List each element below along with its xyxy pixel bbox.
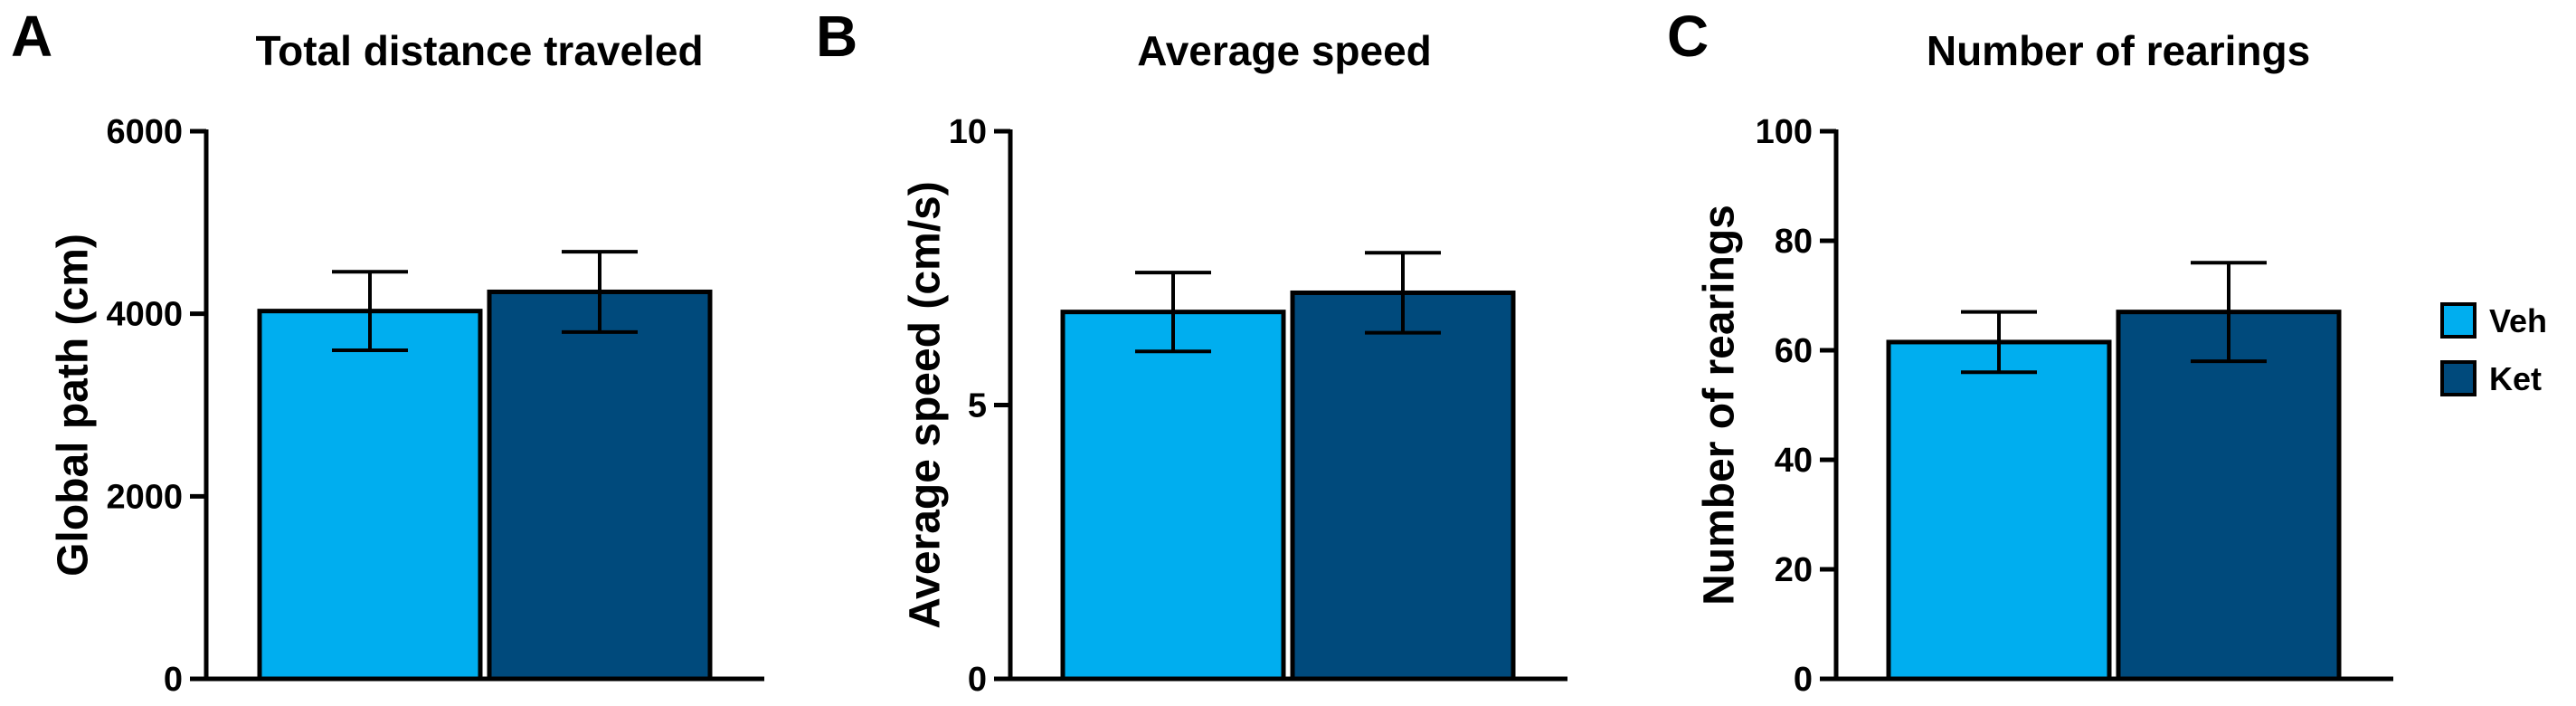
legend: Veh Ket bbox=[2440, 302, 2547, 397]
legend-swatch-ket bbox=[2440, 360, 2477, 396]
y-tick-label: 10 bbox=[949, 113, 987, 151]
chart-panel-a: A Total distance traveled Global path (cm)… bbox=[11, 4, 764, 699]
y-axis-label: Number of rearings bbox=[1696, 205, 1744, 606]
y-tick-label: 0 bbox=[164, 661, 183, 699]
y-axis-label: Global path (cm) bbox=[50, 234, 98, 577]
legend-swatch-veh bbox=[2440, 302, 2477, 339]
chart-panel-b: B Average speed Average speed (cm/s) 0 5 10 bbox=[816, 4, 1567, 699]
bar-ket bbox=[1290, 290, 1516, 682]
chart-title: Total distance traveled bbox=[255, 27, 703, 74]
panel-letter: B bbox=[816, 4, 857, 69]
y-tick-label: 6000 bbox=[106, 113, 183, 151]
y-tick-label: 0 bbox=[968, 661, 987, 699]
y-tick-label: 0 bbox=[1794, 661, 1813, 699]
bar-veh bbox=[1060, 310, 1286, 682]
chart-title: Average speed bbox=[1137, 27, 1432, 74]
panels: A Total distance traveled Global path (cm)… bbox=[11, 4, 2393, 699]
bar-veh bbox=[1886, 339, 2112, 682]
y-axis-label: Average speed (cm/s) bbox=[902, 181, 950, 628]
panel-letter: C bbox=[1667, 4, 1709, 69]
y-tick-label: 5 bbox=[968, 387, 987, 425]
legend-label-ket: Ket bbox=[2489, 360, 2542, 397]
panel-letter: A bbox=[11, 4, 52, 69]
y-tick-label: 2000 bbox=[106, 478, 183, 516]
chart-panel-c: C Number of rearings Number of rearings 0 20… bbox=[1667, 4, 2393, 699]
bar-ket bbox=[487, 289, 713, 682]
bar-ket bbox=[2116, 310, 2342, 682]
chart-title: Number of rearings bbox=[1927, 27, 2310, 74]
y-tick-label: 20 bbox=[1775, 551, 1813, 589]
y-tick-label: 60 bbox=[1775, 332, 1813, 370]
legend-label-veh: Veh bbox=[2489, 302, 2547, 339]
y-tick-label: 80 bbox=[1775, 223, 1813, 261]
y-tick-label: 100 bbox=[1756, 113, 1813, 151]
y-tick-label: 4000 bbox=[106, 296, 183, 334]
y-tick-label: 40 bbox=[1775, 442, 1813, 480]
bar-veh bbox=[257, 309, 483, 682]
